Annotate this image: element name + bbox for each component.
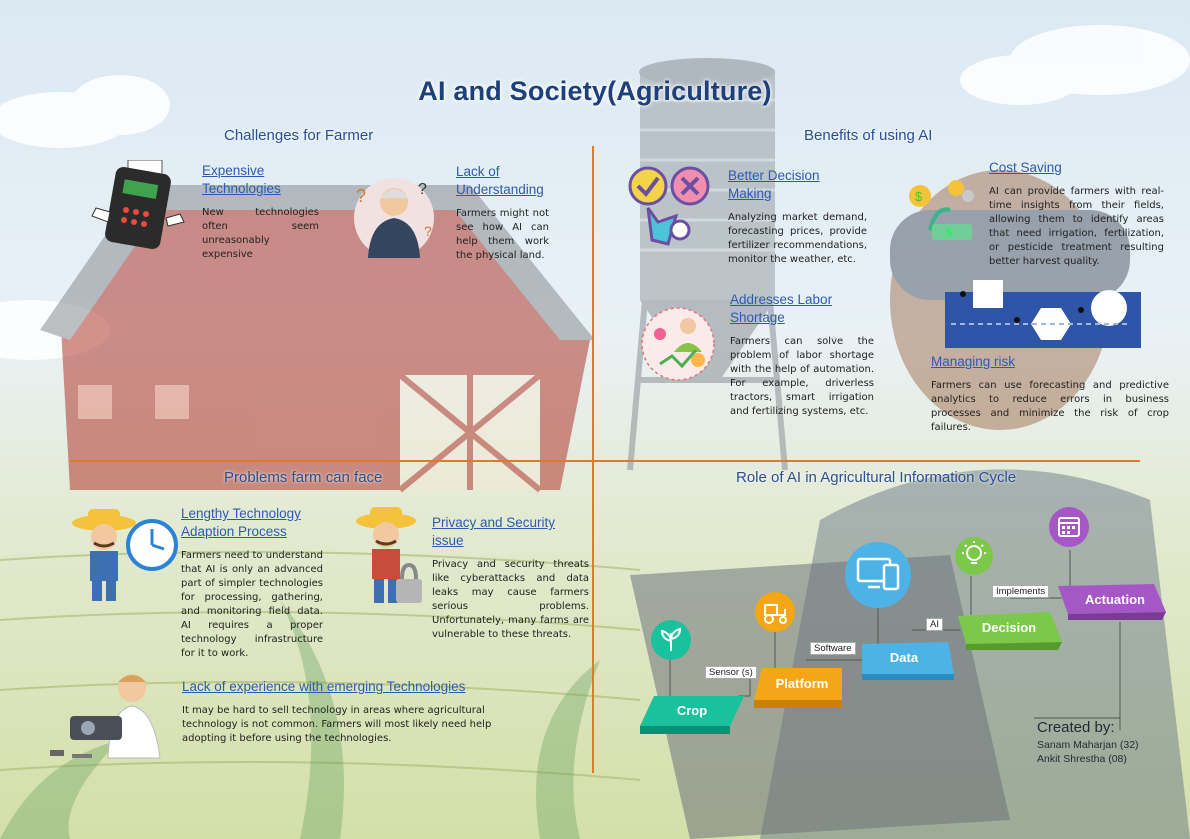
problem-text-privacy: Privacy and security threats like cybera… <box>432 559 589 640</box>
confused-farmer-icon: ? ? ? <box>354 178 434 258</box>
risk-path-icon <box>945 280 1141 348</box>
benefit-text-decision: Analyzing market demand, forecasting pri… <box>728 212 867 265</box>
check-cross-icon <box>628 166 710 246</box>
stage-data-block <box>862 642 954 680</box>
credits-name-2: Ankit Shrestha (08) <box>1037 753 1127 765</box>
credits-name-1: Sanam Maharjan (32) <box>1037 739 1139 751</box>
vertical-divider <box>592 146 594 773</box>
problems-heading: Problems farm can face <box>224 469 383 486</box>
challenge-text-understanding: Farmers might not see how AI can help th… <box>456 208 549 261</box>
stage-data: Data <box>889 650 919 665</box>
problem-title-experience[interactable]: Lack of experience with emerging Technol… <box>182 679 466 694</box>
benefit-text-labor: Farmers can solve the problem of labor s… <box>730 336 874 417</box>
svg-text:$: $ <box>946 227 952 239</box>
svg-text:?: ? <box>356 186 366 206</box>
benefit-title-risk[interactable]: Managing risk <box>931 354 1016 369</box>
connector-implements: Implements <box>992 585 1050 598</box>
calendar-icon <box>1049 507 1089 547</box>
stage-platform: Platform <box>775 676 829 691</box>
svg-text:?: ? <box>418 181 427 198</box>
credits-label: Created by: <box>1037 719 1115 736</box>
challenge-text-expensive: New technologies often seem unreasonably… <box>202 207 319 260</box>
technician-icon <box>50 674 161 759</box>
benefit-text-risk: Farmers can use forecasting and predicti… <box>931 380 1169 433</box>
bulb-icon <box>955 537 993 575</box>
stage-crop-block <box>640 696 744 734</box>
page-title: AI and Society(Agriculture) <box>418 76 772 106</box>
cash-register-icon <box>91 160 185 250</box>
svg-text:?: ? <box>424 223 432 239</box>
stage-decision: Decision <box>981 620 1037 635</box>
sprout-icon <box>651 620 691 660</box>
problem-title-privacy[interactable]: Privacy and Security issue <box>432 515 556 548</box>
tractor-icon <box>755 592 795 632</box>
problem-text-experience: It may be hard to sell technology in are… <box>182 705 492 744</box>
connector-sensor: Sensor (s) <box>705 666 757 679</box>
stage-platform-block <box>754 668 842 708</box>
clock-farmer-icon <box>72 509 178 601</box>
lock-farmer-icon <box>356 507 422 603</box>
benefits-heading: Benefits of using AI <box>804 127 933 144</box>
problem-title-adaption[interactable]: Lengthy Technology Adaption Process <box>181 506 301 539</box>
cycle-heading: Role of AI in Agricultural Information C… <box>736 469 1017 486</box>
worker-network-icon <box>641 307 715 381</box>
stage-actuation-block <box>1058 584 1166 620</box>
benefit-title-cost[interactable]: Cost Saving <box>989 160 1062 175</box>
horizontal-divider <box>70 460 1140 462</box>
benefit-title-labor[interactable]: Addresses Labor Shortage <box>730 292 833 325</box>
connector-ai: AI <box>926 618 943 631</box>
stage-decision-block <box>958 612 1062 650</box>
svg-text:$: $ <box>915 189 923 204</box>
info-cycle-diagram <box>669 550 1121 730</box>
challenge-title-understanding[interactable]: Lack of Understanding <box>456 164 544 197</box>
problem-text-adaption: Farmers need to understand that AI is on… <box>181 550 323 659</box>
challenges-heading: Challenges for Farmer <box>224 127 374 144</box>
benefit-title-decision[interactable]: Better Decision Making <box>728 168 820 201</box>
connector-software: Software <box>810 642 856 655</box>
money-growth-icon: $ $ <box>909 180 974 240</box>
benefit-text-cost: AI can provide farmers with real-time in… <box>989 186 1164 267</box>
challenge-title-expensive[interactable]: Expensive Technologies <box>202 163 281 196</box>
monitor-icon <box>845 542 911 608</box>
stage-actuation: Actuation <box>1085 592 1145 607</box>
stage-crop: Crop <box>676 703 708 718</box>
